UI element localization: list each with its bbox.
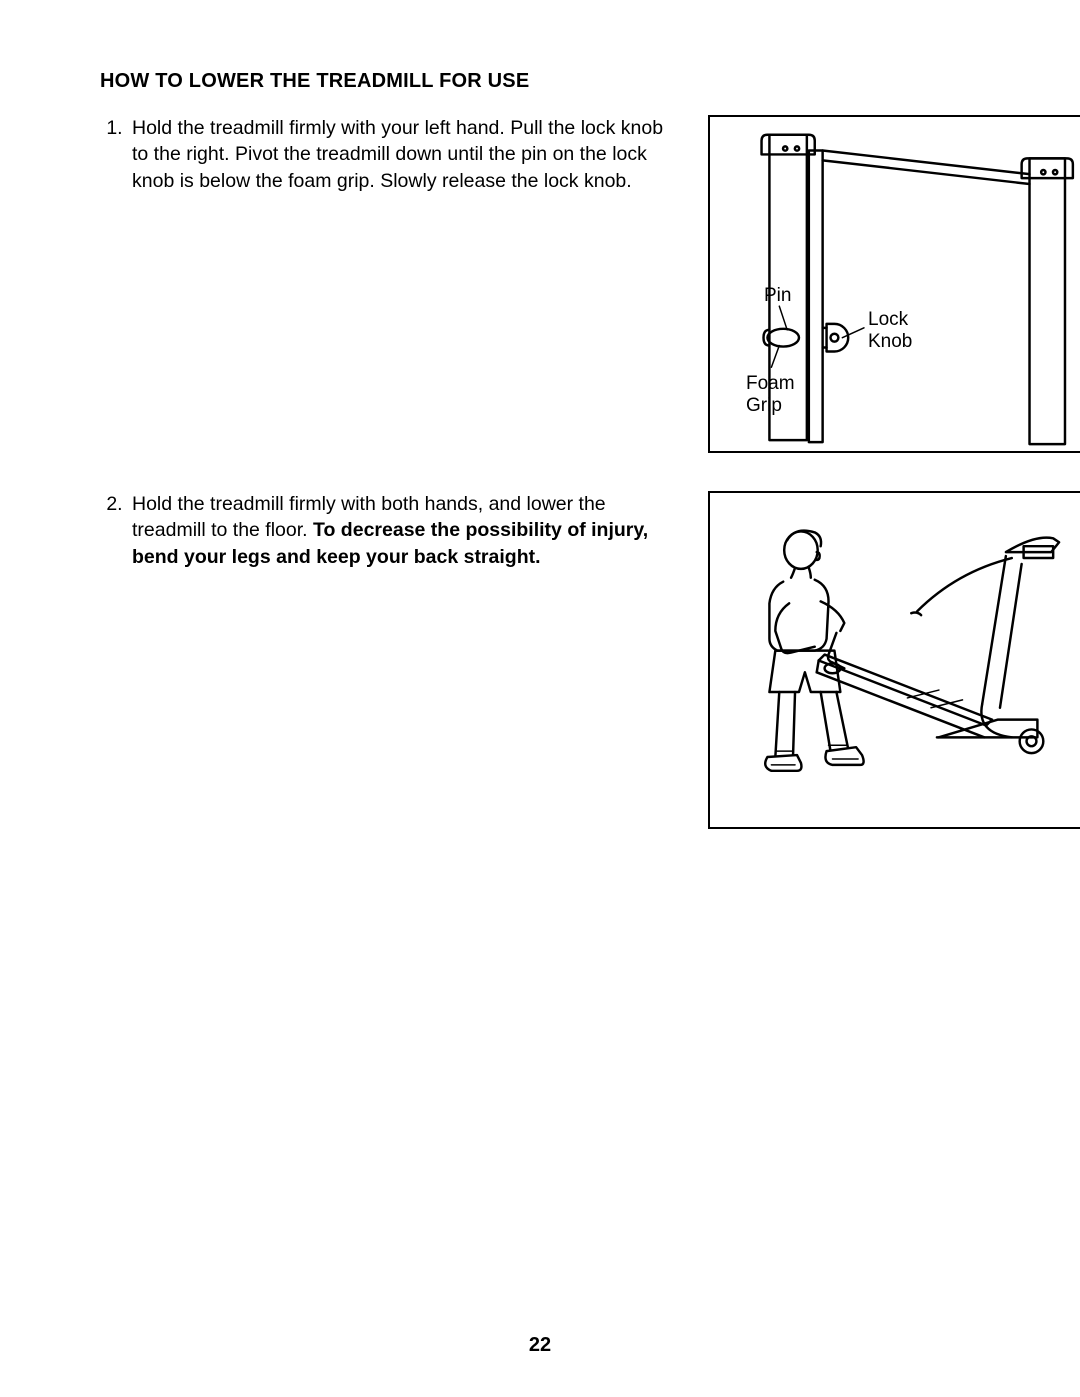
label-foam-grip: Foam Grip: [746, 373, 795, 417]
page-number: 22: [0, 1334, 1080, 1357]
lowering-illustration: [710, 493, 1080, 826]
section-heading: HOW TO LOWER THE TREADMILL FOR USE: [100, 70, 995, 93]
step1-textcol: Hold the treadmill firmly with your left…: [100, 115, 680, 194]
figure-lowering: [708, 491, 1080, 829]
row-step2: Hold the treadmill firmly with both hand…: [100, 491, 995, 829]
label-pin: Pin: [764, 285, 791, 307]
label-lock-knob: Lock Knob: [868, 309, 912, 353]
step1-item: Hold the treadmill firmly with your left…: [128, 115, 680, 194]
row-step1: Hold the treadmill firmly with your left…: [100, 115, 995, 453]
step2-item: Hold the treadmill firmly with both hand…: [128, 491, 680, 570]
step1-text: Hold the treadmill firmly with your left…: [132, 117, 663, 192]
figure-lock-knob: Pin Lock Knob Foam Grip: [708, 115, 1080, 453]
manual-page: HOW TO LOWER THE TREADMILL FOR USE Hold …: [0, 0, 1080, 1397]
step2-textcol: Hold the treadmill firmly with both hand…: [100, 491, 680, 570]
